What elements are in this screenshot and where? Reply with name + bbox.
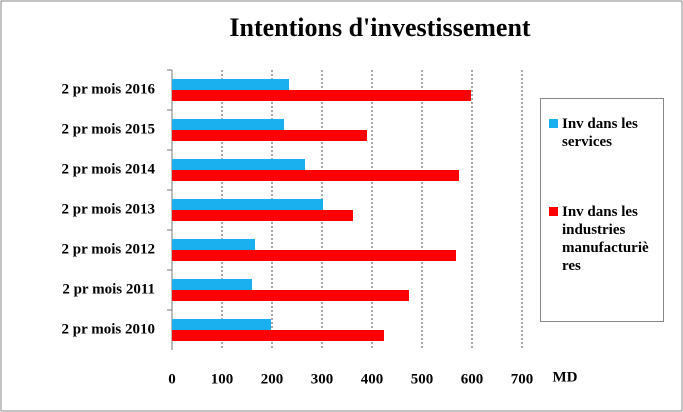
bar — [172, 170, 459, 181]
legend-swatch — [549, 207, 558, 216]
x-tick-label: 500 — [411, 371, 434, 387]
bar — [172, 330, 384, 341]
legend-swatch — [549, 119, 558, 128]
bar — [172, 130, 367, 141]
x-tick-label: 600 — [461, 371, 484, 387]
chart-title: Intentions d'investissement — [229, 13, 531, 42]
bar — [172, 279, 252, 290]
x-tick-label: 100 — [211, 371, 234, 387]
x-tick-label: 400 — [361, 371, 384, 387]
y-tick-label: 2 pr mois 2012 — [62, 241, 155, 257]
bar — [172, 90, 471, 101]
legend: Inv dans les services Inv dans les indust… — [540, 98, 664, 322]
y-tick-label: 2 pr mois 2011 — [62, 281, 155, 297]
bar — [172, 239, 255, 250]
x-tick-label: 200 — [261, 371, 284, 387]
bar — [172, 159, 305, 170]
y-tick-label: 2 pr mois 2014 — [62, 161, 156, 177]
bar — [172, 210, 353, 221]
legend-entry: Inv dans les industries manufacturières — [549, 203, 655, 275]
legend-label: Inv dans les services — [562, 116, 638, 150]
y-tick-label: 2 pr mois 2013 — [62, 201, 155, 217]
legend-entry: Inv dans les services — [549, 115, 655, 151]
y-tick-label: 2 pr mois 2015 — [62, 121, 155, 137]
bar — [172, 199, 323, 210]
x-axis-label: MD — [553, 369, 578, 385]
y-tick-label: 2 pr mois 2010 — [62, 321, 155, 337]
x-tick-label: 700 — [511, 371, 534, 387]
y-tick-label: 2 pr mois 2016 — [62, 81, 156, 97]
bar — [172, 290, 409, 301]
bar — [172, 250, 456, 261]
x-tick-label: 300 — [311, 371, 334, 387]
bar — [172, 79, 289, 90]
x-tick-label: 0 — [168, 371, 176, 387]
legend-label: Inv dans les industries manufacturières — [562, 204, 649, 274]
bar — [172, 119, 284, 130]
bar — [172, 319, 271, 330]
